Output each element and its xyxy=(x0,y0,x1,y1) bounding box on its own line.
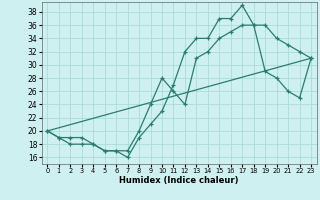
X-axis label: Humidex (Indice chaleur): Humidex (Indice chaleur) xyxy=(119,176,239,185)
